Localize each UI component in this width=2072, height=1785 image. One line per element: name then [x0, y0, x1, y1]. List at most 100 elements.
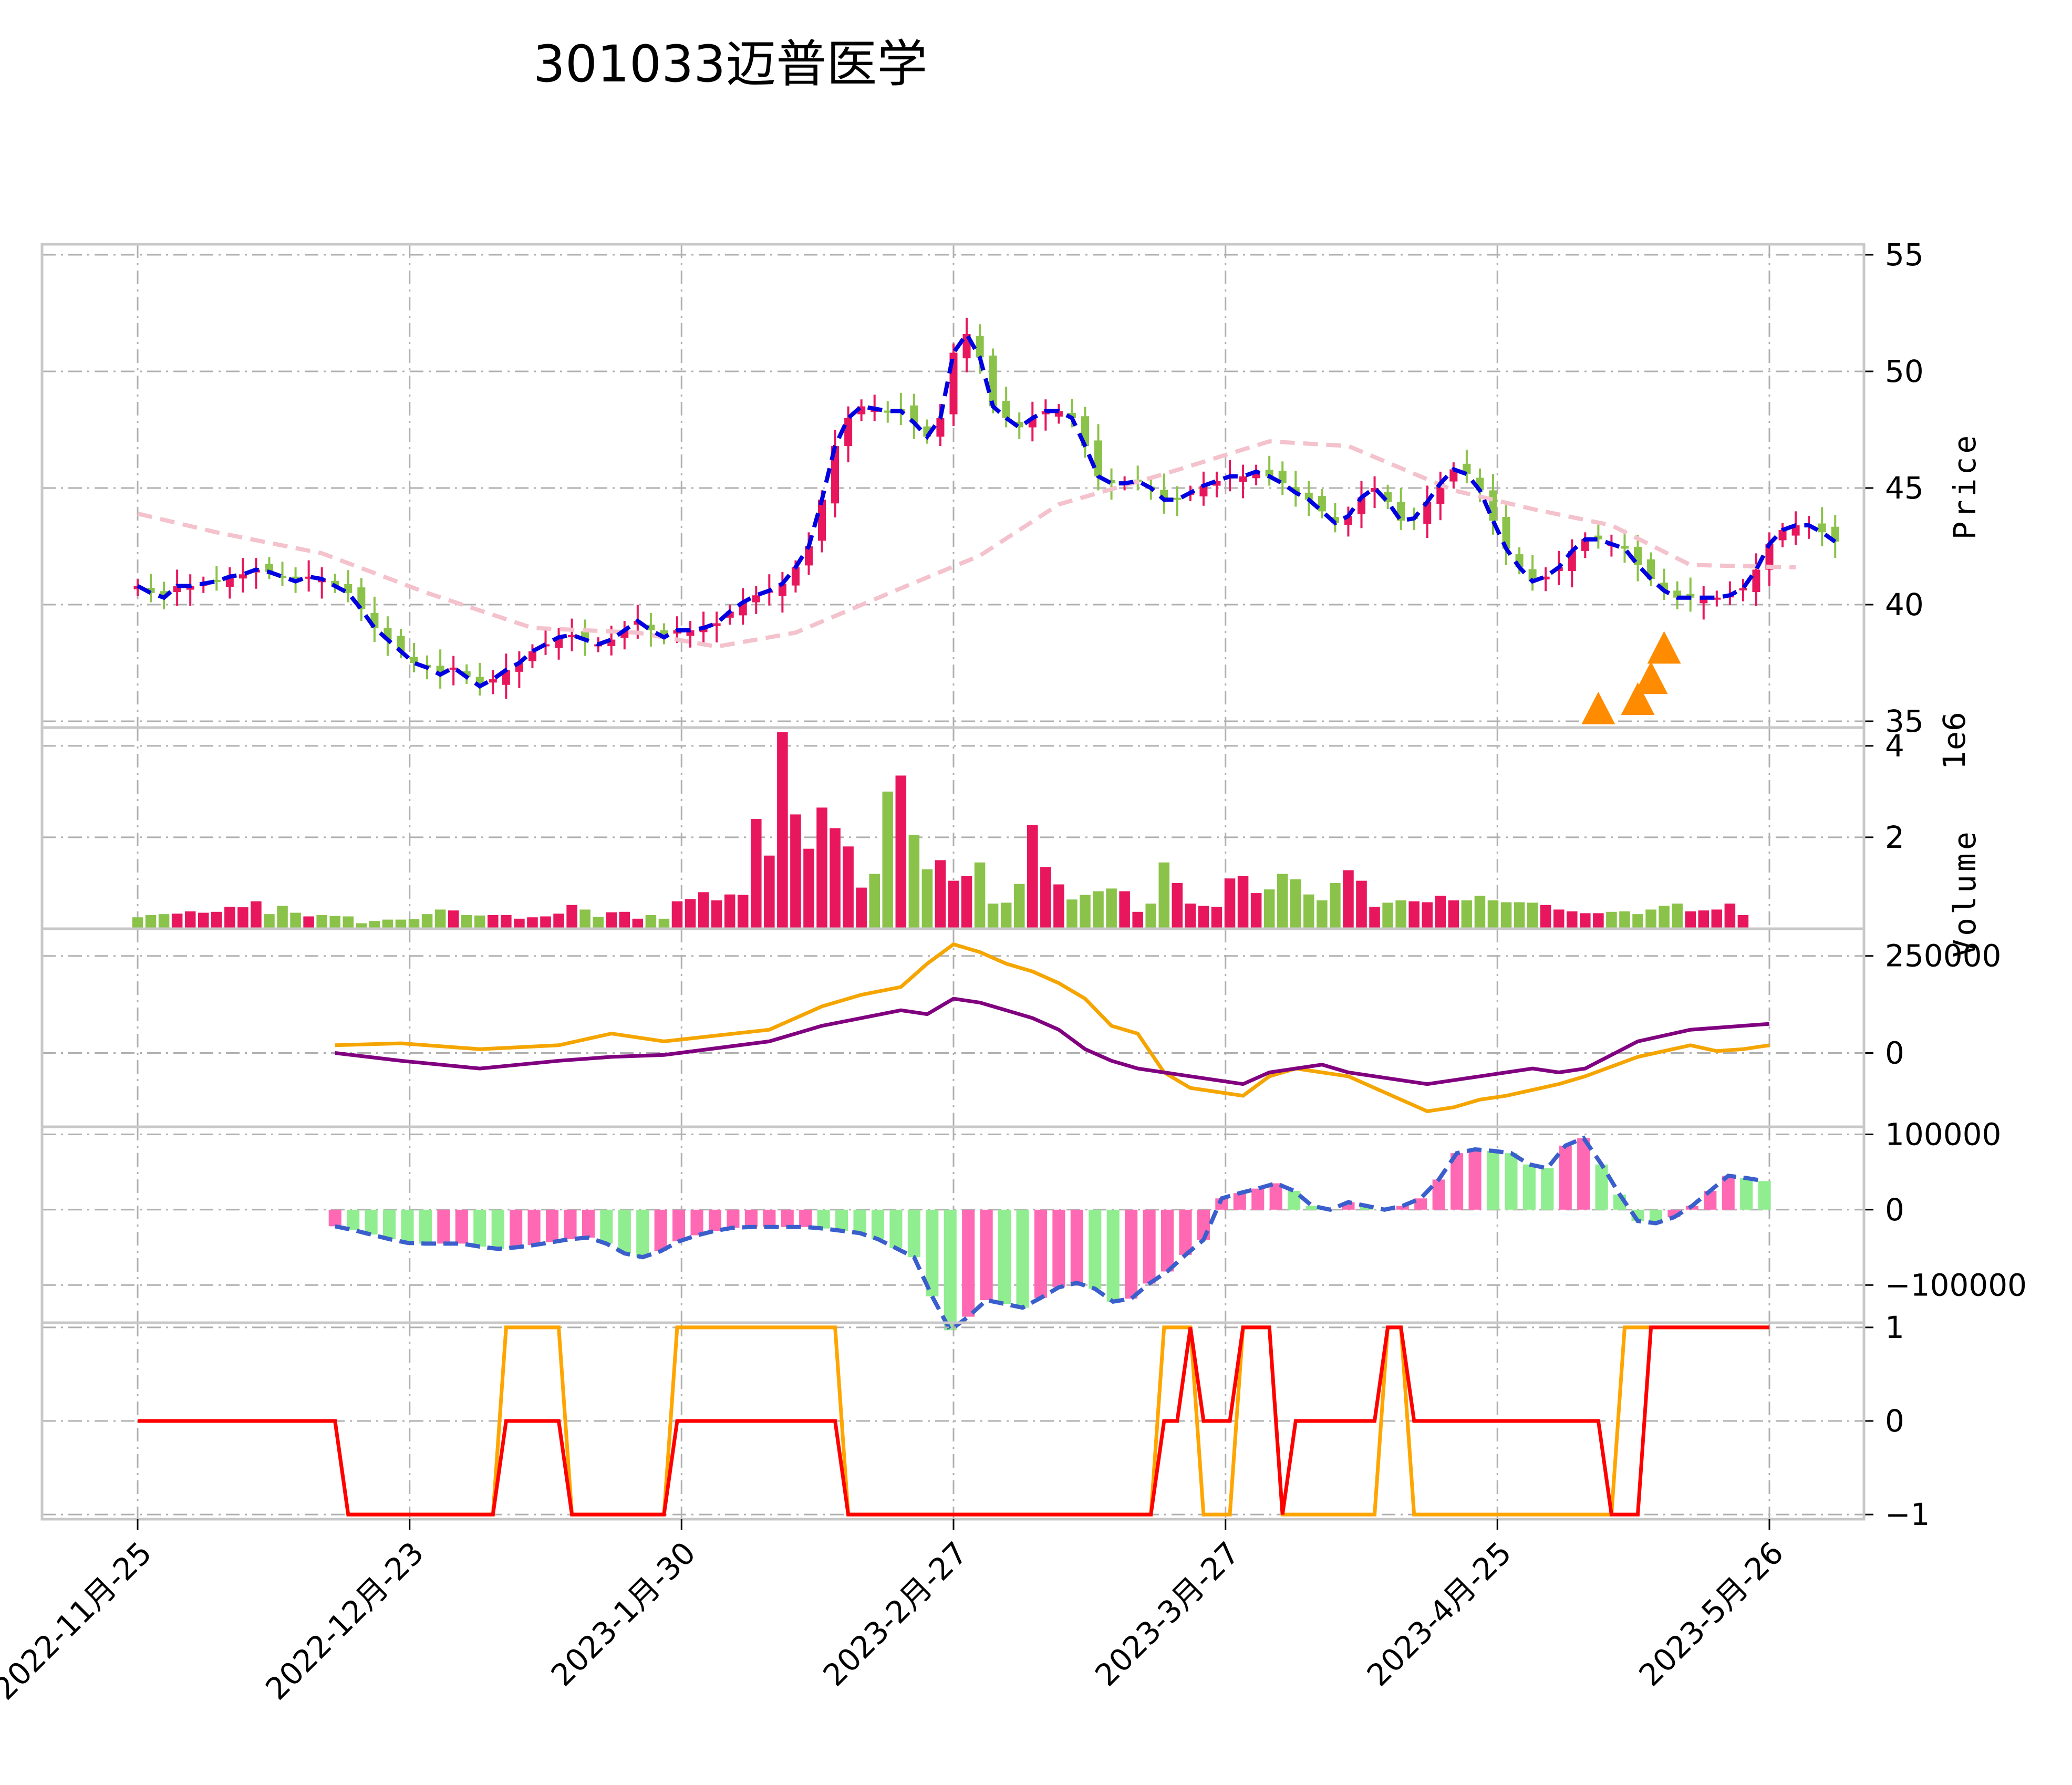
volume-bar — [909, 835, 920, 929]
volume-bar — [1645, 909, 1656, 929]
volume-bar — [948, 881, 959, 929]
oscillator-panel: −100000 0 100000 — [42, 1116, 2027, 1330]
volume-bar — [843, 846, 854, 929]
volume-bar — [1422, 902, 1433, 929]
volume-bar — [1619, 911, 1630, 929]
oscillator-bar — [853, 1210, 866, 1233]
oscillator-bar — [1016, 1210, 1029, 1308]
volume-bar — [343, 916, 354, 929]
x-tick-label: 2022-11月-25 — [0, 1535, 159, 1707]
buy-signal-marker — [1648, 631, 1681, 663]
volume-bar — [856, 888, 867, 929]
volume-bar — [738, 895, 749, 929]
volume-bar — [396, 920, 407, 929]
oscillator-bar — [1433, 1179, 1445, 1209]
oscillator-bar — [1179, 1210, 1192, 1255]
volume-bar — [1712, 909, 1723, 929]
oscillator-bar — [1523, 1165, 1536, 1210]
volume-bar — [1632, 914, 1643, 929]
volume-bar — [659, 919, 670, 929]
oscillator-bar — [618, 1210, 631, 1253]
x-tick-label: 2023-1月-30 — [544, 1535, 702, 1693]
oscillator-bar — [582, 1210, 595, 1238]
oscillator-bar — [1071, 1210, 1083, 1283]
volume-bar — [1475, 896, 1486, 929]
volume-bar — [751, 819, 762, 929]
volume-bar — [448, 910, 459, 929]
short-ma-line — [138, 334, 1835, 686]
candle-body — [1002, 401, 1010, 418]
state-tick-label: 0 — [1885, 1403, 1904, 1439]
volume-bar — [1132, 912, 1143, 929]
volume-bar — [1672, 904, 1683, 929]
candle-body — [529, 651, 536, 661]
volume-bar — [1172, 883, 1183, 929]
x-tick-label: 2022-12月-23 — [258, 1535, 430, 1707]
oscillator-tick-label: −100000 — [1885, 1267, 2027, 1303]
oscillator-bar — [908, 1210, 920, 1257]
volume-bar — [474, 916, 485, 929]
volume-bar — [1145, 904, 1156, 929]
volume-bar — [1462, 900, 1473, 929]
volume-bar — [869, 874, 880, 929]
volume-bar — [1580, 913, 1591, 929]
volume-bar — [1540, 905, 1551, 929]
oscillator-bar — [1143, 1210, 1156, 1284]
oscillator-bar — [1125, 1210, 1137, 1299]
oscillator-bar — [492, 1210, 504, 1249]
volume-bar — [527, 917, 538, 929]
volume-bar — [1119, 891, 1130, 929]
buy-signal-marker — [1634, 661, 1668, 694]
volume-bar — [329, 916, 340, 929]
signal-state-panel: −101 — [42, 1310, 1930, 1532]
oscillator-bar — [763, 1210, 775, 1227]
oscillator-bar — [1758, 1181, 1771, 1210]
volume-bar — [803, 849, 814, 929]
volume-bar — [566, 905, 577, 929]
volume-bar — [1225, 878, 1236, 929]
candle-body — [489, 679, 497, 682]
volume-bar — [1264, 889, 1275, 929]
volume-bar — [553, 914, 564, 929]
volume-tick-label: 2 — [1885, 819, 1904, 855]
volume-bar — [382, 920, 393, 929]
volume-bar — [1514, 902, 1525, 929]
x-tick-label: 2023-2月-27 — [816, 1535, 975, 1693]
volume-bar — [264, 914, 275, 929]
oscillator-bar — [1089, 1210, 1101, 1289]
oscillator-tick-label: 0 — [1885, 1192, 1904, 1228]
candle-body — [1752, 569, 1760, 592]
volume-bar — [1040, 867, 1051, 929]
volume-bar — [646, 915, 657, 929]
long-ma-line — [138, 441, 1796, 647]
oscillator-bar — [365, 1210, 378, 1234]
volume-bar — [882, 792, 893, 929]
candle-body — [844, 418, 852, 446]
oscillator-bar — [329, 1210, 341, 1227]
oscillator-bar — [998, 1210, 1011, 1304]
oscillator-bar — [745, 1210, 758, 1227]
oscillator-bar — [980, 1210, 993, 1300]
oscillator-bar — [1052, 1210, 1065, 1288]
oscillator-bar — [962, 1210, 975, 1317]
flow-tick-label: 250000 — [1885, 938, 2001, 974]
oscillator-bar — [727, 1210, 739, 1228]
price-tick-label: 40 — [1885, 587, 1924, 622]
volume-bar — [1159, 863, 1170, 929]
flow-line-purple — [335, 999, 1769, 1084]
state-tick-label: −1 — [1885, 1497, 1930, 1532]
volume-bar — [698, 892, 709, 929]
volume-bar — [1382, 902, 1393, 929]
volume-bar — [1606, 912, 1617, 929]
volume-bar — [1238, 876, 1249, 929]
oscillator-bar — [437, 1210, 450, 1244]
flow-tick-label: 0 — [1885, 1035, 1904, 1071]
price-axis-label: Price — [1947, 432, 1983, 540]
oscillator-bar — [383, 1210, 396, 1239]
oscillator-bar — [1306, 1206, 1319, 1210]
volume-bar — [777, 732, 788, 929]
volume-bar — [1066, 899, 1078, 929]
volume-bar — [1369, 907, 1380, 929]
oscillator-bar — [835, 1210, 848, 1231]
oscillator-bar — [709, 1210, 721, 1231]
